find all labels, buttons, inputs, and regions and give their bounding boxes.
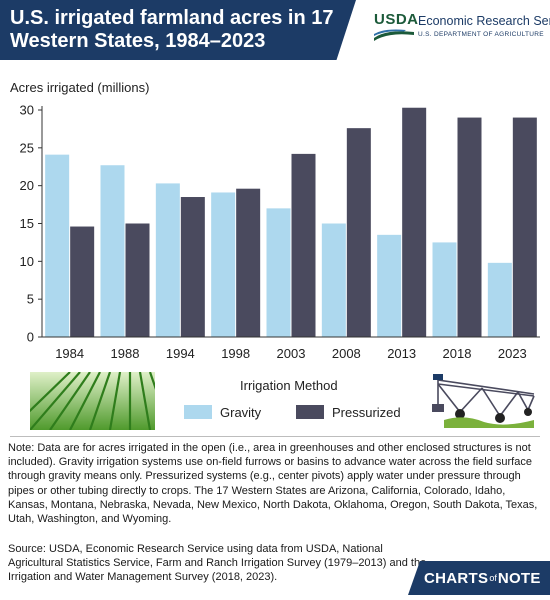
center-pivot-irrigation-icon (432, 374, 535, 428)
bar-gravity-2003 (266, 208, 291, 337)
legend-item-pressurized: Pressurized (296, 404, 401, 420)
x-tick-label: 1988 (111, 346, 140, 361)
legend-title: Irrigation Method (240, 378, 338, 393)
legend-swatch-pressurized (296, 405, 324, 419)
bar-pressurized-2023 (512, 117, 537, 337)
bar-pressurized-2013 (402, 107, 427, 337)
y-tick-label: 25 (20, 140, 34, 155)
bar-pressurized-2018 (457, 117, 482, 337)
legend-label-gravity: Gravity (220, 404, 262, 420)
bar-gravity-1984 (45, 154, 70, 337)
note-text: Note: Data are for acres irrigated in th… (8, 442, 538, 526)
bar-gravity-1988 (100, 165, 125, 337)
chart-title: U.S. irrigated farmland acres in 17 West… (10, 7, 334, 52)
y-axis-label: Acres irrigated (millions) (10, 80, 150, 95)
legend-item-gravity: Gravity (184, 404, 261, 420)
header-banner: U.S. irrigated farmland acres in 17 West… (0, 0, 550, 60)
y-tick-label: 5 (27, 292, 34, 307)
charts-of-note-logo: CHARTS of NOTE (408, 561, 550, 595)
bar-gravity-1998 (211, 192, 236, 337)
legend-label-pressurized: Pressurized (332, 404, 401, 420)
source-text: Source: USDA, Economic Research Service … (8, 543, 427, 584)
usda-swoosh-icon (374, 29, 414, 41)
bar-pressurized-2008 (346, 128, 371, 337)
x-tick-label: 2023 (498, 346, 527, 361)
y-tick-label: 15 (20, 216, 34, 231)
agency-name: Economic Research Service (418, 14, 550, 28)
x-tick-label: 1994 (166, 346, 195, 361)
y-tick-label: 0 (27, 330, 34, 345)
logo-of-text: of (489, 573, 497, 583)
bar-chart: 0 5 10 15 20 25 30 1984 1988 1994 1998 2003 2008 2013… (20, 103, 540, 361)
x-tick-label: 1984 (55, 346, 84, 361)
bar-pressurized-1988 (125, 223, 150, 337)
x-tick-label: 1998 (221, 346, 250, 361)
crop-field-photo-icon (30, 372, 155, 430)
usda-logo-text: USDA (374, 11, 419, 28)
bar-gravity-2008 (321, 223, 346, 337)
department-name: U.S. DEPARTMENT OF AGRICULTURE (418, 31, 544, 38)
x-tick-label: 2008 (332, 346, 361, 361)
usda-logo: USDA (374, 11, 419, 41)
y-tick-label: 30 (20, 103, 34, 118)
y-tick-label: 10 (20, 254, 34, 269)
logo-charts-text: CHARTS (424, 569, 489, 587)
divider (10, 436, 540, 437)
x-tick-label: 2013 (387, 346, 416, 361)
logo-note-text: NOTE (497, 569, 541, 587)
x-tick-label: 2003 (277, 346, 306, 361)
bar-pressurized-1994 (180, 197, 205, 337)
bar-gravity-2013 (377, 234, 402, 337)
bar-pressurized-1998 (236, 188, 261, 337)
bar-pressurized-1984 (70, 226, 95, 337)
bar-gravity-1994 (155, 183, 180, 337)
bar-gravity-2023 (487, 262, 512, 337)
y-tick-label: 20 (20, 178, 34, 193)
legend-swatch-gravity (184, 405, 212, 419)
x-tick-label: 2018 (443, 346, 472, 361)
agency-logo-panel (336, 0, 550, 60)
bar-gravity-2018 (432, 242, 457, 337)
bar-pressurized-2003 (291, 153, 316, 337)
